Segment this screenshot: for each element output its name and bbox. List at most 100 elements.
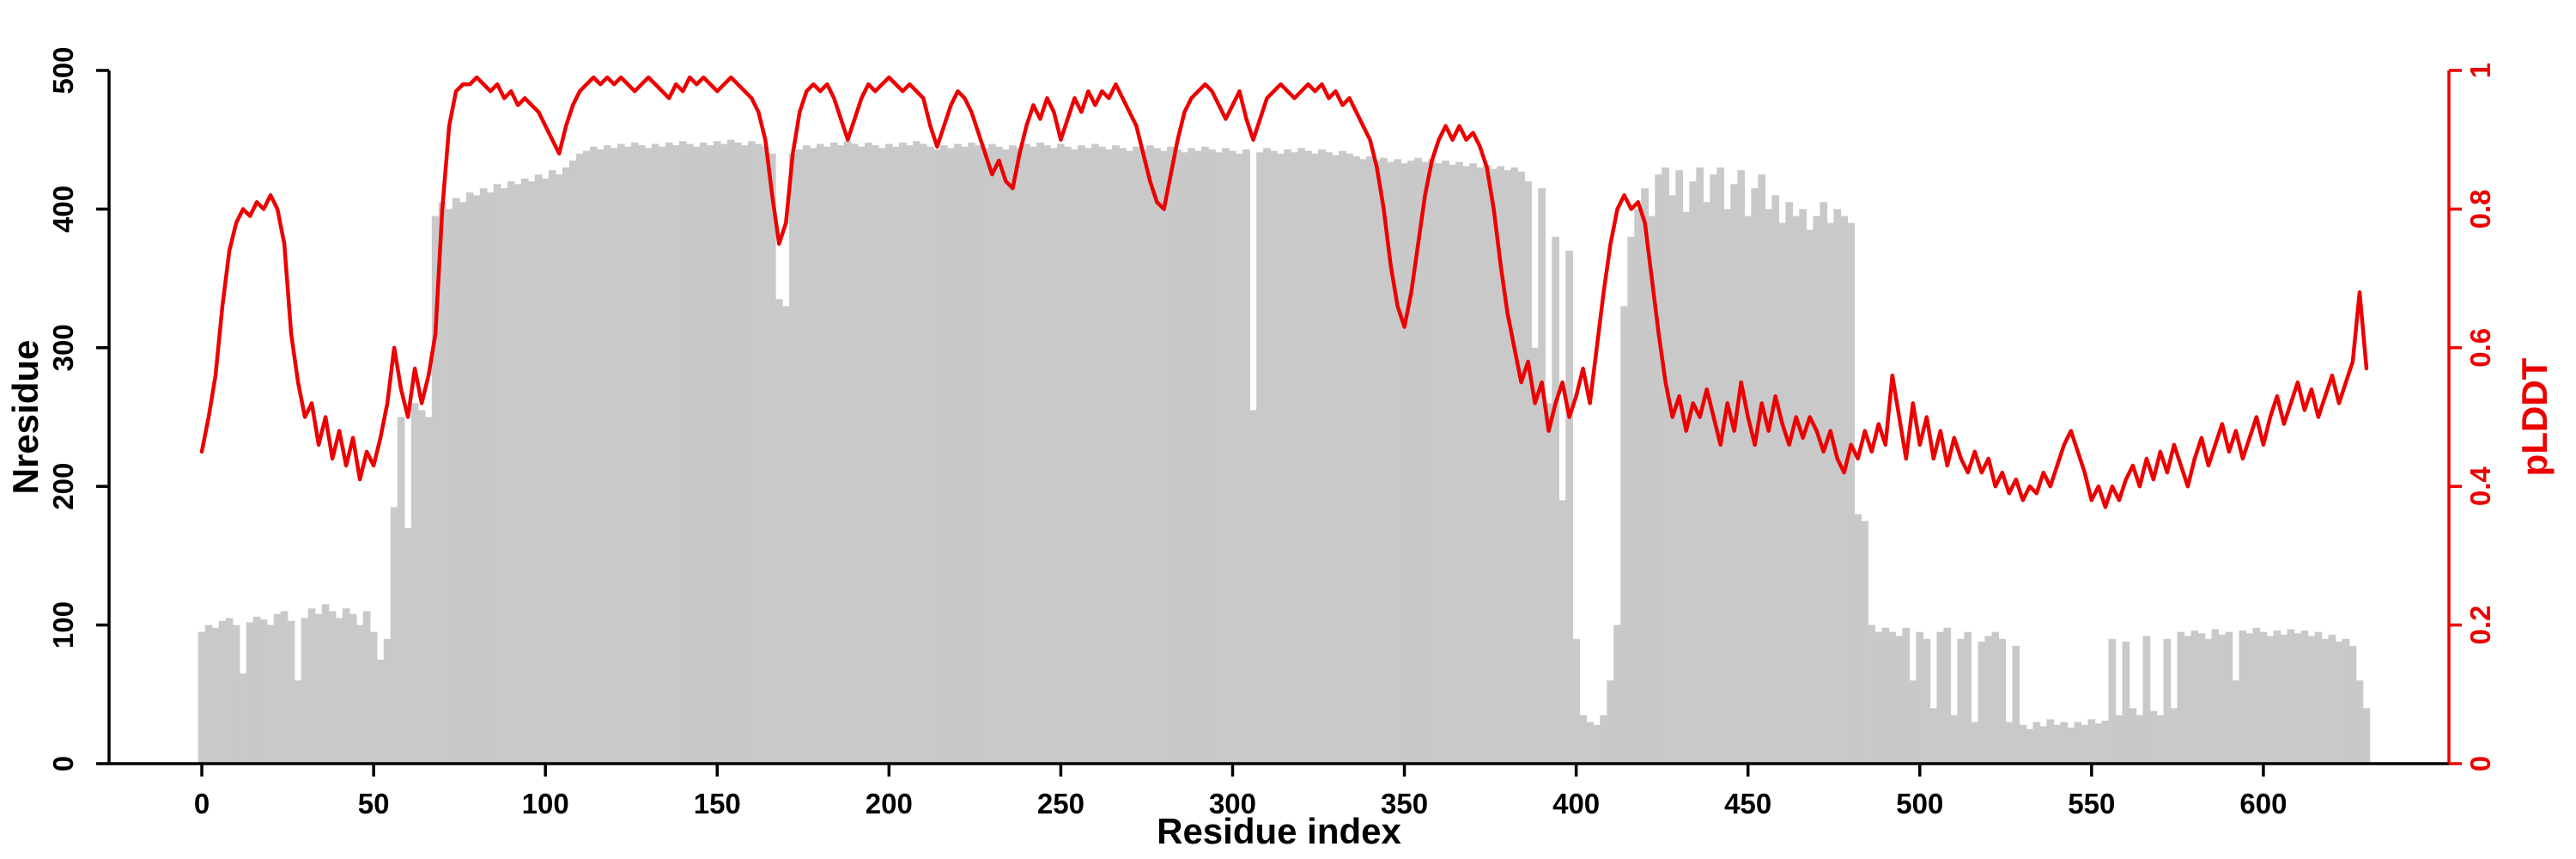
nresidue-bar [699, 142, 708, 764]
nresidue-bar [816, 143, 824, 765]
nresidue-bar [376, 659, 385, 764]
nresidue-bar [933, 149, 941, 764]
nresidue-bar [1558, 500, 1566, 764]
nresidue-bar [2129, 708, 2137, 764]
nresidue-bar [920, 143, 927, 765]
nresidue-bar [1689, 181, 1698, 764]
nresidue-bar [692, 146, 701, 764]
nresidue-bar [850, 143, 859, 765]
nresidue-bar [940, 145, 948, 764]
nresidue-bar [685, 143, 694, 765]
nresidue-bar [2218, 634, 2227, 764]
nresidue-bar [2342, 638, 2350, 764]
nresidue-bar [2280, 634, 2288, 764]
nresidue-bar [836, 145, 845, 764]
nresidue-bar [961, 146, 969, 764]
nresidue-bar [1256, 152, 1264, 765]
nresidue-bar [2273, 631, 2281, 764]
nresidue-bar [981, 148, 989, 764]
nresidue-bar [1174, 149, 1182, 764]
nresidue-bar [1366, 156, 1374, 764]
nresidue-bar [1449, 164, 1456, 764]
nresidue-bar [2266, 636, 2275, 764]
nresidue-bar [1455, 161, 1463, 764]
nresidue-bar [1572, 638, 1580, 764]
nresidue-bar [706, 145, 714, 764]
nresidue-bar [520, 178, 529, 764]
nresidue-bar [301, 618, 309, 764]
nresidue-bar [1242, 149, 1250, 764]
nresidue-bar [947, 148, 955, 764]
nresidue-bar [1696, 167, 1704, 765]
nresidue-bars [197, 139, 2371, 765]
y-right-tick-label: 0.4 [2464, 466, 2496, 507]
nresidue-bar [2252, 627, 2261, 764]
nresidue-bar [2300, 631, 2309, 764]
nresidue-bar [2190, 631, 2199, 764]
nresidue-bar [2348, 645, 2357, 764]
nresidue-bar [314, 613, 323, 764]
nresidue-bar [1291, 152, 1298, 765]
nresidue-bar [1744, 216, 1753, 765]
nresidue-bar [1167, 146, 1175, 764]
nresidue-bar [1387, 161, 1394, 764]
nresidue-bar [2087, 719, 2096, 764]
nresidue-bar [1991, 631, 2000, 764]
x-axis-title: Residue index [1157, 811, 1401, 851]
nresidue-bar [2115, 715, 2123, 764]
nresidue-bar [1847, 222, 1856, 764]
nresidue-bar [465, 192, 474, 764]
nresidue-bar [1153, 148, 1161, 764]
nresidue-bar [1064, 146, 1072, 764]
nresidue-bar [720, 143, 728, 765]
y-right-tick-label: 1 [2464, 63, 2496, 78]
nresidue-bar [995, 146, 1003, 764]
nresidue-bar [486, 192, 495, 764]
nresidue-bar [1009, 145, 1017, 764]
nresidue-bar [1352, 156, 1360, 764]
nresidue-bar [513, 184, 522, 765]
nresidue-bar [1510, 167, 1518, 765]
nresidue-bar [2142, 636, 2151, 764]
nresidue-bar [781, 306, 790, 764]
nresidue-bar [809, 148, 817, 764]
nresidue-bar [1881, 627, 1890, 764]
nresidue-bar [2197, 633, 2206, 764]
nresidue-bar [775, 299, 783, 764]
y-left-axis-title: Nresidue [5, 340, 46, 495]
nresidue-bar [1854, 514, 1862, 764]
nresidue-bar [589, 146, 598, 764]
nresidue-bar [857, 146, 866, 764]
x-tick-label: 250 [1037, 788, 1084, 819]
nresidue-bar [1613, 624, 1621, 764]
nresidue-bar [287, 620, 295, 764]
nresidue-bar [383, 638, 392, 764]
nresidue-bar [1414, 157, 1422, 764]
nresidue-bar [1531, 347, 1539, 764]
nresidue-bar [2005, 722, 2014, 764]
nresidue-bar [1394, 159, 1401, 765]
nresidue-bar [1703, 202, 1711, 764]
nresidue-bar [1517, 171, 1525, 764]
nresidue-bar [1737, 170, 1746, 764]
nresidue-bar [575, 153, 584, 765]
nresidue-bar [1373, 160, 1381, 764]
nresidue-bar [1620, 306, 1628, 764]
nresidue-bar [1476, 167, 1484, 765]
nresidue-bar [2184, 636, 2192, 764]
nresidue-bar [1868, 624, 1876, 764]
nresidue-bar [266, 624, 275, 764]
nresidue-bar [1181, 152, 1188, 765]
nresidue-bar [1984, 636, 1993, 764]
x-tick-label: 200 [866, 788, 913, 819]
x-tick-label: 100 [522, 788, 569, 819]
nresidue-bar [2259, 631, 2268, 764]
nresidue-bar [2287, 629, 2295, 764]
nresidue-bar [252, 616, 261, 764]
nresidue-bar [954, 143, 962, 765]
nresidue-bar [1462, 166, 1470, 764]
nresidue-bar [2136, 715, 2144, 764]
nresidue-bar [2307, 636, 2316, 764]
